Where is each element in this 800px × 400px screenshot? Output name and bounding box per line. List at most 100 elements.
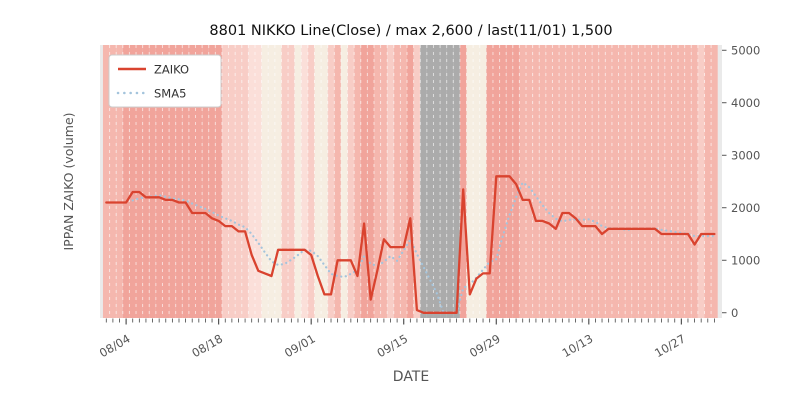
day-band [149, 45, 156, 318]
day-band [268, 45, 275, 318]
day-band [274, 45, 282, 318]
day-band [340, 45, 348, 318]
day-band [453, 45, 460, 318]
day-band [400, 45, 408, 318]
day-band [486, 45, 493, 318]
day-band [307, 45, 315, 318]
series-layer [105, 175, 716, 314]
day-band [559, 45, 566, 318]
x-tick-label: 09/15 [375, 331, 411, 360]
y-tick-label: 0 [731, 306, 738, 320]
day-band [387, 45, 394, 318]
day-band [162, 45, 170, 318]
day-band [426, 45, 434, 318]
day-band [420, 45, 427, 318]
day-band [618, 45, 626, 318]
y-tick-label: 2000 [731, 201, 760, 215]
day-band [281, 45, 289, 318]
day-band [697, 45, 705, 318]
y-tick-label: 4000 [731, 96, 760, 110]
day-band [136, 45, 143, 318]
day-band [506, 45, 513, 318]
day-band [545, 45, 553, 318]
day-band [598, 45, 606, 318]
day-band [248, 45, 255, 318]
day-band [407, 45, 414, 318]
day-band [221, 45, 229, 318]
day-band [255, 45, 262, 318]
x-tick-label: 10/27 [652, 331, 688, 360]
day-band [671, 45, 679, 318]
x-tick-label: 10/13 [560, 331, 596, 360]
day-band [373, 45, 381, 318]
day-band [314, 45, 322, 318]
day-band [208, 45, 216, 318]
x-tick-label: 09/29 [467, 331, 503, 360]
x-tick-label: 08/18 [189, 331, 225, 360]
day-band [195, 45, 203, 318]
day-band [459, 45, 467, 318]
day-band [175, 45, 183, 318]
day-band [440, 45, 447, 318]
day-band [466, 45, 474, 318]
day-band [631, 45, 639, 318]
day-band [473, 45, 480, 318]
day-band [347, 45, 355, 318]
day-band [664, 45, 672, 318]
day-band [592, 45, 599, 318]
day-band [334, 45, 341, 318]
day-band [116, 45, 123, 318]
day-band [102, 45, 110, 318]
day-band [288, 45, 295, 318]
day-band [327, 45, 335, 318]
y-tick-label: 5000 [731, 43, 760, 57]
day-band [572, 45, 579, 318]
day-band [413, 45, 421, 318]
day-band [526, 45, 533, 318]
day-band [129, 45, 137, 318]
day-band [202, 45, 209, 318]
day-band [215, 45, 222, 318]
y-tick-label: 3000 [731, 148, 760, 162]
day-band [678, 45, 685, 318]
zaiko-line [105, 175, 716, 314]
day-band [578, 45, 586, 318]
day-band [446, 45, 454, 318]
day-band [704, 45, 712, 318]
day-band [380, 45, 388, 318]
day-band [109, 45, 117, 318]
day-band [142, 45, 150, 318]
day-band [565, 45, 573, 318]
x-tick-label: 09/01 [282, 331, 318, 360]
day-band [241, 45, 249, 318]
chart-title: 8801 NIKKO Line(Close) / max 2,600 / las… [209, 23, 612, 39]
day-band [638, 45, 645, 318]
day-band [122, 45, 130, 318]
day-band [499, 45, 507, 318]
day-band [188, 45, 196, 318]
day-band [301, 45, 308, 318]
legend-label-sma5: SMA5 [154, 87, 186, 101]
day-band [367, 45, 374, 318]
day-band [169, 45, 176, 318]
day-band [625, 45, 632, 318]
x-tick-label: 08/04 [97, 331, 133, 360]
day-band [479, 45, 487, 318]
day-band [651, 45, 659, 318]
day-band [182, 45, 189, 318]
x-axis-label: DATE [393, 369, 429, 385]
day-band [235, 45, 242, 318]
y-tick-label: 1000 [731, 253, 760, 267]
day-band [393, 45, 401, 318]
y-axis-label: IPPAN ZAIKO (volume) [61, 112, 76, 250]
sma5-line [131, 180, 716, 314]
day-band [512, 45, 520, 318]
day-band [711, 45, 718, 318]
day-band [360, 45, 368, 318]
day-band [354, 45, 361, 318]
day-band [691, 45, 698, 318]
day-band [585, 45, 593, 318]
legend: ZAIKO SMA5 [108, 54, 222, 108]
